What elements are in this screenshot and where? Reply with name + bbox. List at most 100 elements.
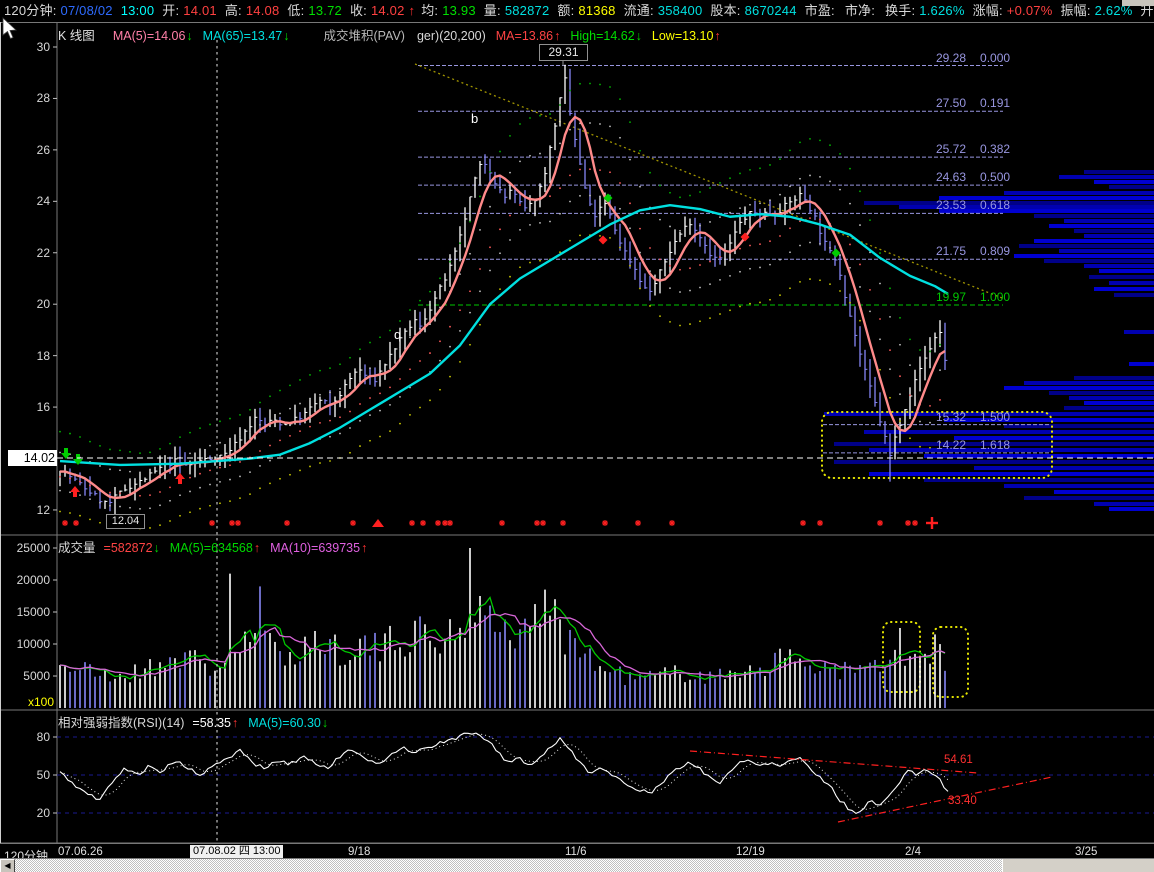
quote-field: 2.62% <box>1094 3 1133 18</box>
fib-level-label: 23.53 0.618 <box>936 198 1010 212</box>
quote-field: ↑ <box>408 3 416 18</box>
pav-bar <box>864 201 1154 205</box>
cursor-date-box: 07.08.02 四 13:00 <box>190 845 284 858</box>
date-axis-label: 12/19 <box>736 846 765 858</box>
kline-header-item: ger)(20,200) <box>416 29 486 43</box>
pav-bar <box>1064 219 1154 223</box>
kline-header-item: High=14.62 <box>570 29 635 43</box>
pav-bar <box>1069 396 1154 400</box>
scrollbar-thumb[interactable] <box>1002 859 1154 872</box>
price-axis-label: 18 <box>36 348 50 363</box>
kline-header-item: ↑ <box>714 29 721 43</box>
pav-bar <box>939 209 1154 213</box>
low-price-label: 12.04 <box>106 514 145 529</box>
quote-field: 1.626% <box>919 3 965 18</box>
volume-header-item: ↑ <box>253 541 261 555</box>
volume-axis-label: 20000 <box>16 573 50 587</box>
volume-header-item: 成交量 <box>58 541 96 555</box>
fib-price: 27.50 <box>936 96 967 111</box>
pav-bar <box>899 205 1154 209</box>
pav-bar <box>1059 175 1154 179</box>
fib-price: 21.75 <box>936 244 967 259</box>
pav-bar <box>869 448 1154 452</box>
fib-level-label: 25.72 0.382 <box>936 142 1010 156</box>
date-axis-label: 9/18 <box>348 846 371 858</box>
quote-field: 开: <box>162 3 180 18</box>
quote-field: 涨幅: <box>972 3 1003 18</box>
pav-bar <box>1084 170 1154 174</box>
pav-bar <box>1099 269 1154 273</box>
fib-level-label: 24.63 0.500 <box>936 170 1010 184</box>
price-axis-label: 20 <box>36 297 50 312</box>
quote-field: 升跌: <box>1140 3 1154 18</box>
pav-bar <box>1004 484 1154 488</box>
quote-field: 市盈: <box>804 3 835 18</box>
quote-info-bar: 120分钟: 07/08/02 13:00 开: 14.01 高: 14.08 低: 13.72… <box>0 0 1154 23</box>
date-axis-label: 07.06.26 <box>58 846 103 858</box>
pav-bar <box>924 454 1154 458</box>
scroll-left-button[interactable]: ◀ <box>0 859 15 872</box>
pav-bar <box>869 472 1154 476</box>
quote-field: 14.01 <box>183 3 217 18</box>
quote-field: 收: <box>349 3 367 18</box>
quote-field: 13.72 <box>308 3 342 18</box>
rsi-header-item: 相对强弱指数(RSI)(14) <box>58 716 185 730</box>
pav-bar <box>1004 424 1154 428</box>
fib-level-label: 14.22 1.618 <box>936 438 1010 452</box>
quote-field: 均: <box>421 3 439 18</box>
rsi-header-item: =58.35 <box>192 716 231 730</box>
kline-header-item: ↓ <box>283 29 290 43</box>
kline-header-item: 成交堆积(PAV) <box>323 29 405 43</box>
pav-bar <box>864 430 1154 434</box>
pav-bar <box>1124 330 1154 334</box>
price-axis-label: 16 <box>36 400 50 415</box>
time-axis-bar: 120分钟 07.08.02 四 13:00 <box>0 843 1154 863</box>
rsi-axis-label: 80 <box>36 730 50 744</box>
pav-bar <box>1109 185 1154 189</box>
pav-bar <box>1074 376 1154 380</box>
rsi-header-item: MA(5)=60.30 <box>248 716 321 730</box>
pav-bar <box>1004 386 1154 390</box>
rsi-header-item: ↓ <box>321 716 329 730</box>
pav-bar <box>1049 224 1154 228</box>
pav-bar <box>1074 229 1154 233</box>
pav-bar <box>1014 254 1154 258</box>
fib-ratio: 1.500 <box>980 409 1011 424</box>
quote-field: 换手: <box>885 3 916 18</box>
date-axis-label: 11/6 <box>565 846 587 858</box>
quote-field: 流通: <box>623 3 654 18</box>
fib-price: 15.32 <box>936 409 967 424</box>
wave-label-q: q <box>394 327 402 342</box>
quote-field: 低: <box>287 3 305 18</box>
pav-bar <box>1109 281 1154 285</box>
quote-field: 13.93 <box>442 3 476 18</box>
quote-field: 市净: <box>844 3 876 18</box>
pav-bar <box>1034 239 1154 243</box>
rsi-trendline-lower-value: 33.40 <box>948 795 977 807</box>
fib-level-label: 27.50 0.191 <box>936 96 1010 110</box>
pav-bar <box>1049 391 1154 395</box>
quote-field: 股本: <box>710 3 741 18</box>
quote-field: 14.08 <box>245 3 280 18</box>
rsi-header: 相对强弱指数(RSI)(14) =58.35↑ MA(5)=60.30↓ <box>58 712 328 731</box>
volume-axis-label: 25000 <box>16 541 50 555</box>
fib-level-label: 19.97 1.000 <box>936 290 1010 304</box>
fib-price: 23.53 <box>936 198 967 213</box>
pav-bar <box>1094 287 1154 291</box>
pav-bar <box>974 466 1154 470</box>
kline-header-item: ↓ <box>635 29 642 43</box>
price-axis-label: 30 <box>36 40 50 54</box>
fib-price: 29.28 <box>936 50 967 65</box>
pav-bar <box>1004 191 1154 195</box>
horizontal-scrollbar[interactable]: ◀ <box>0 858 1154 872</box>
pav-bar <box>1084 264 1154 268</box>
price-axis-label: 24 <box>36 194 50 209</box>
pav-bar <box>1129 362 1154 366</box>
fib-level-label: 21.75 0.809 <box>936 244 1010 258</box>
fib-ratio: 1.618 <box>980 437 1011 452</box>
volume-header-item: ↓ <box>153 541 160 555</box>
fib-price: 19.97 <box>936 289 967 304</box>
pav-bar <box>1094 502 1154 506</box>
